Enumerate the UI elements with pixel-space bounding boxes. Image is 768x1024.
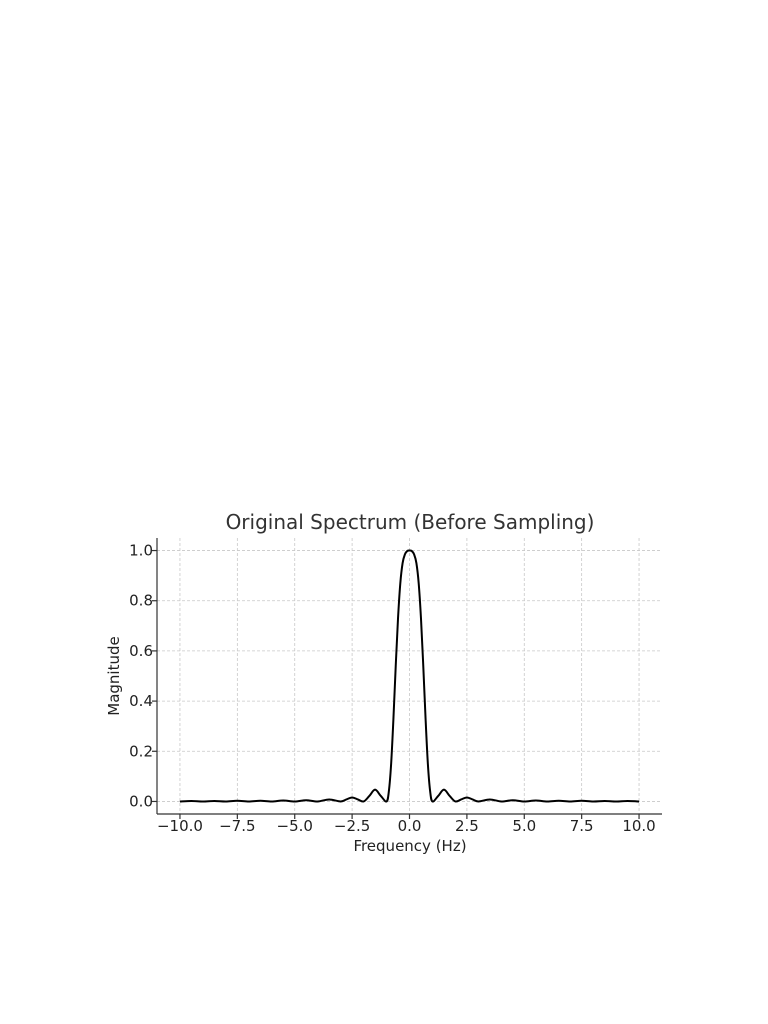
x-axis-label: Frequency (Hz) bbox=[353, 837, 466, 855]
y-tick-label: 0.2 bbox=[129, 742, 153, 760]
x-tick-label: −7.5 bbox=[219, 817, 255, 835]
x-tick-label: 5.0 bbox=[512, 817, 536, 835]
x-tick-label: −5.0 bbox=[277, 817, 313, 835]
spectrum-line bbox=[179, 549, 640, 803]
y-axis-ticks: 0.0 0.2 0.4 0.6 0.8 1.0 bbox=[129, 542, 157, 810]
y-tick-label: 0.6 bbox=[129, 642, 153, 660]
y-tick-label: 0.0 bbox=[129, 792, 153, 810]
x-tick-label: −10.0 bbox=[157, 817, 203, 835]
grid bbox=[157, 538, 662, 814]
y-tick-label: 0.8 bbox=[129, 592, 153, 610]
chart-title: Original Spectrum (Before Sampling) bbox=[226, 510, 595, 534]
y-tick-label: 0.4 bbox=[129, 692, 153, 710]
x-tick-label: 2.5 bbox=[455, 817, 479, 835]
y-tick-label: 1.0 bbox=[129, 542, 153, 560]
x-tick-label: 0.0 bbox=[398, 817, 422, 835]
x-tick-label: −2.5 bbox=[334, 817, 370, 835]
x-tick-label: 7.5 bbox=[570, 817, 594, 835]
x-axis-ticks: −10.0 −7.5 −5.0 −2.5 0.0 2.5 5.0 7.5 10.0 bbox=[157, 814, 656, 835]
x-tick-label: 10.0 bbox=[622, 817, 655, 835]
y-axis-label: Magnitude bbox=[105, 636, 123, 715]
